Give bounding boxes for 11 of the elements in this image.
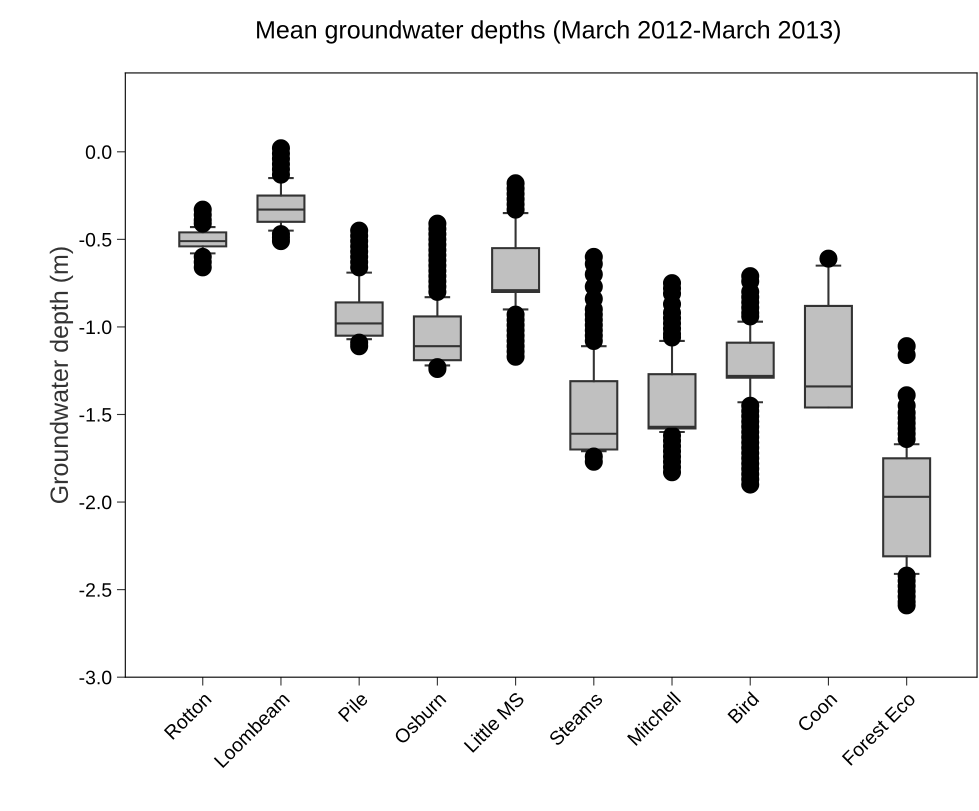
- x-tick-label: Bird: [726, 691, 760, 724]
- y-tick-label: -3.0: [79, 670, 112, 684]
- y-tick-label: -0.5: [79, 232, 112, 247]
- y-tick-label: -2.5: [79, 583, 112, 597]
- y-axis-title: Groundwater depth (m): [50, 247, 74, 504]
- x-tick-label: Pile: [337, 690, 369, 722]
- y-tick-label: -2.0: [79, 496, 112, 510]
- y-tick-label: 0.0: [86, 145, 112, 160]
- y-tick-label: -1.5: [79, 408, 112, 422]
- y-tick-label: -1.0: [79, 320, 112, 334]
- chart-title: Mean groundwater depths (March 2012-March 2013): [257, 20, 840, 44]
